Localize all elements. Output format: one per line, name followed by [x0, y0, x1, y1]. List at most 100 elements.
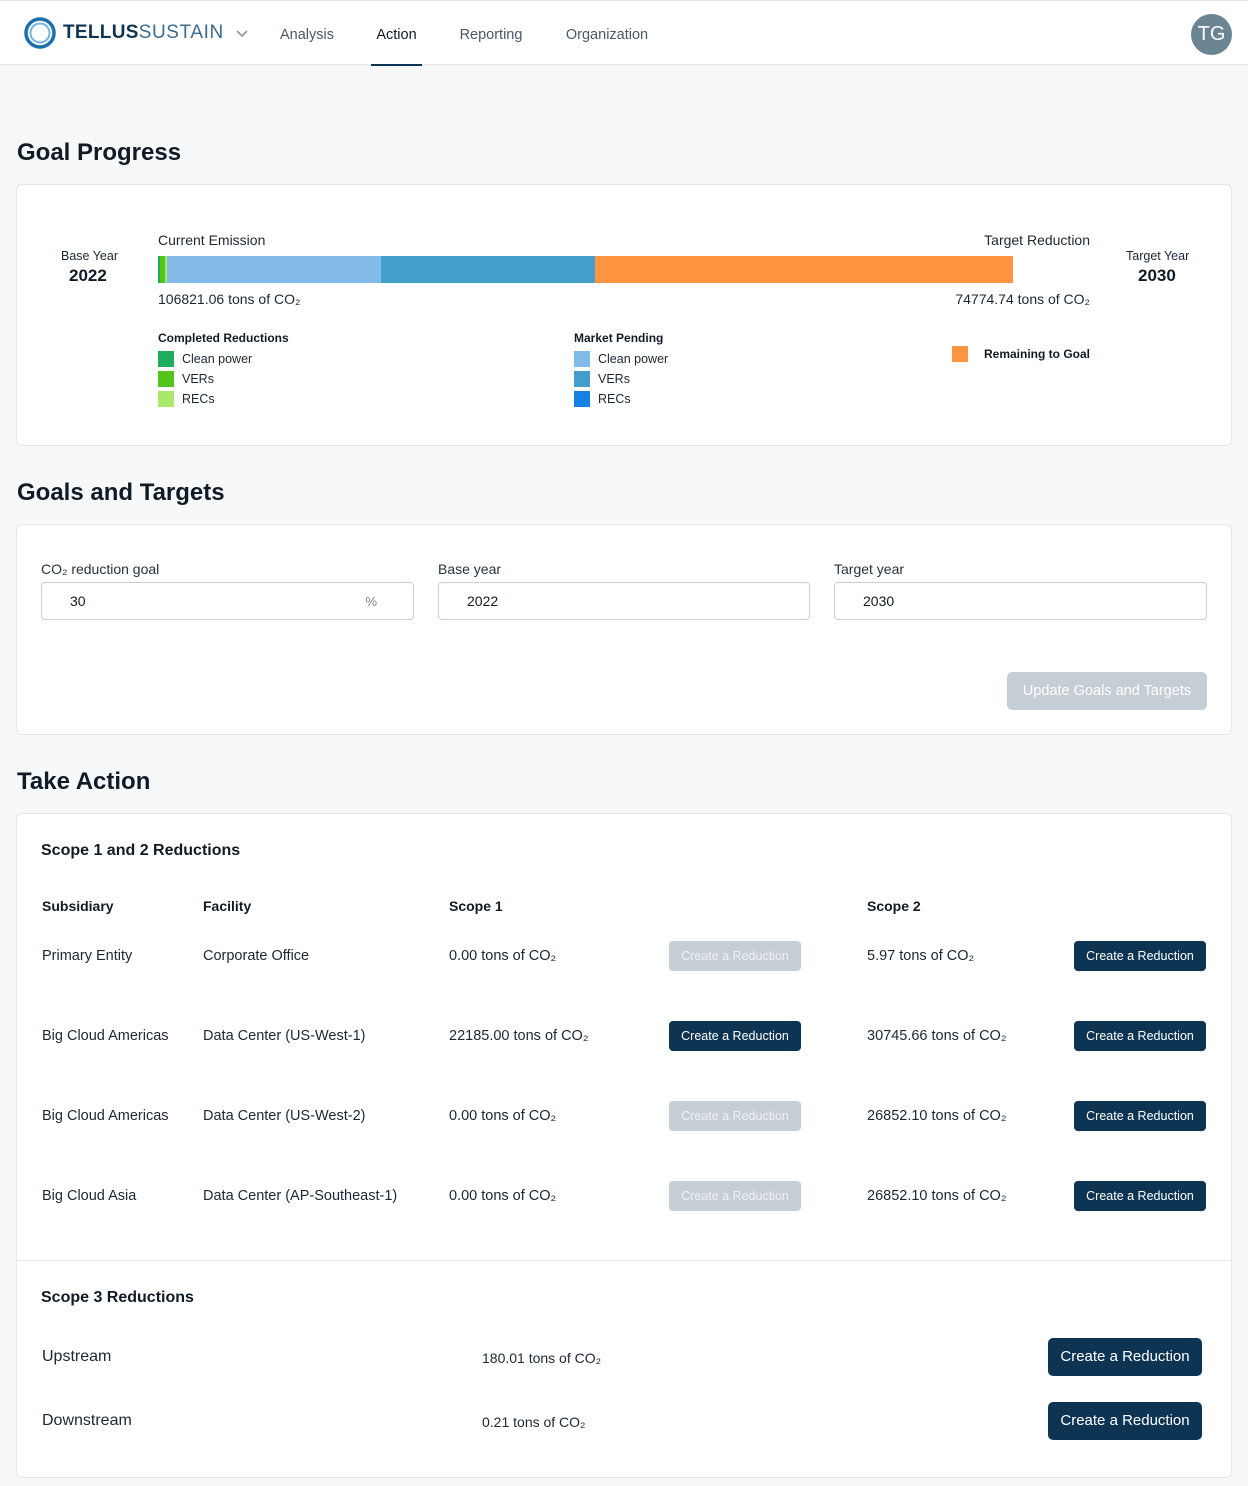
legend-item: RECs: [158, 389, 289, 409]
logo-text-light: SUSTAIN: [138, 22, 224, 43]
swatch: [574, 391, 590, 407]
legend-item-label: Clean power: [182, 352, 253, 366]
tab-action[interactable]: Action: [371, 1, 422, 66]
create-reduction-scope1-button[interactable]: Create a Reduction: [669, 1181, 801, 1211]
create-reduction-scope1-button[interactable]: Create a Reduction: [669, 1021, 801, 1051]
column-facility: Facility: [203, 898, 252, 914]
row-facility: Data Center (US-West-1): [203, 1028, 366, 1044]
top-navigation: TELLUS SUSTAIN Analysis Action Reporting…: [0, 0, 1248, 66]
create-reduction-scope1-button[interactable]: Create a Reduction: [669, 1101, 801, 1131]
user-avatar[interactable]: TG: [1191, 14, 1232, 55]
progress-segment: [165, 256, 167, 283]
table-row: Primary Entity Corporate Office 0.00 ton…: [17, 941, 1231, 971]
legend-item-label: RECs: [598, 392, 631, 406]
legend-pending: Market Pending Clean power VERs RECs: [574, 331, 668, 409]
row-scope2-value: 5.97 tons of CO₂: [867, 948, 975, 964]
base-year-value: 2022: [69, 266, 107, 285]
goal-progress-title: Goal Progress: [17, 139, 182, 166]
tab-analysis[interactable]: Analysis: [280, 27, 334, 43]
scope3-title: Scope 3 Reductions: [41, 1289, 194, 1306]
swatch: [158, 391, 174, 407]
current-emission-label: Current Emission: [158, 232, 266, 248]
update-goals-button[interactable]: Update Goals and Targets: [1007, 672, 1207, 710]
scope3-value: 180.01 tons of CO₂: [482, 1350, 602, 1366]
create-reduction-scope2-button[interactable]: Create a Reduction: [1074, 1021, 1206, 1051]
take-action-card: Scope 1 and 2 Reductions Subsidiary Faci…: [16, 813, 1232, 1478]
scope3-row-upstream: Upstream 180.01 tons of CO₂ Create a Red…: [17, 1338, 1231, 1376]
legend-item-label: VERs: [598, 372, 630, 386]
tab-reporting[interactable]: Reporting: [459, 27, 523, 43]
column-scope2: Scope 2: [867, 898, 921, 914]
row-scope2-value: 26852.10 tons of CO₂: [867, 1188, 1007, 1204]
tab-organization[interactable]: Organization: [565, 27, 649, 43]
legend-item: RECs: [574, 389, 668, 409]
progress-segment: [381, 256, 595, 283]
target-year-field-label: Target year: [834, 561, 905, 577]
target-year-field-value: 2030: [863, 593, 895, 609]
legend-item-label: Clean power: [598, 352, 669, 366]
percent-suffix: %: [365, 594, 377, 609]
create-reduction-scope2-button[interactable]: Create a Reduction: [1074, 941, 1206, 971]
row-scope1-value: 0.00 tons of CO₂: [449, 1108, 557, 1124]
legend-item: VERs: [158, 369, 289, 389]
chevron-down-icon[interactable]: [232, 23, 252, 43]
scope3-value: 0.21 tons of CO₂: [482, 1414, 586, 1430]
create-reduction-scope2-button[interactable]: Create a Reduction: [1074, 1101, 1206, 1131]
logo-text-bold: TELLUS: [63, 22, 139, 43]
section-divider: [17, 1260, 1231, 1261]
take-action-title: Take Action: [17, 768, 151, 795]
tellus-logo[interactable]: TELLUS SUSTAIN: [24, 16, 224, 50]
row-subsidiary: Big Cloud Americas: [42, 1028, 169, 1044]
base-year-input[interactable]: 2022: [438, 582, 810, 620]
row-subsidiary: Big Cloud Asia: [42, 1188, 137, 1204]
row-facility: Data Center (US-West-2): [203, 1108, 366, 1124]
swatch: [951, 346, 968, 362]
row-scope2-value: 30745.66 tons of CO₂: [867, 1028, 1007, 1044]
scope12-title: Scope 1 and 2 Reductions: [41, 842, 241, 859]
target-reduction-value: 74774.74 tons of CO₂: [955, 291, 1090, 307]
reduction-goal-value: 30: [70, 593, 86, 609]
create-reduction-scope1-button[interactable]: Create a Reduction: [669, 941, 801, 971]
legend-completed-title: Completed Reductions: [158, 331, 289, 345]
logo-ring-icon: [24, 17, 56, 49]
row-subsidiary: Big Cloud Americas: [42, 1108, 169, 1124]
target-year-label: Target Year: [1126, 249, 1190, 263]
table-row: Big Cloud Asia Data Center (AP-Southeast…: [17, 1181, 1231, 1211]
create-reduction-upstream-button[interactable]: Create a Reduction: [1048, 1338, 1202, 1376]
current-emission-value: 106821.06 tons of CO₂: [158, 291, 301, 307]
row-facility: Corporate Office: [203, 948, 310, 964]
base-year-label: Base Year: [61, 249, 118, 263]
target-reduction-label: Target Reduction: [984, 232, 1090, 248]
target-year-value: 2030: [1138, 266, 1176, 285]
legend-remaining: Remaining to Goal: [951, 344, 1090, 364]
legend-remaining-label: Remaining to Goal: [983, 347, 1090, 361]
legend-item: Clean power: [158, 349, 289, 369]
legend-item: VERs: [574, 369, 668, 389]
base-year-field-label: Base year: [438, 561, 502, 577]
scope3-name: Upstream: [42, 1348, 112, 1365]
swatch: [574, 351, 590, 367]
row-scope1-value: 0.00 tons of CO₂: [449, 948, 557, 964]
create-reduction-scope2-button[interactable]: Create a Reduction: [1074, 1181, 1206, 1211]
column-scope1: Scope 1: [449, 898, 503, 914]
legend-item-label: VERs: [182, 372, 214, 386]
reduction-goal-label: CO₂ reduction goal: [41, 561, 160, 577]
row-scope1-value: 0.00 tons of CO₂: [449, 1188, 557, 1204]
legend-item-label: RECs: [182, 392, 215, 406]
table-row: Big Cloud Americas Data Center (US-West-…: [17, 1021, 1231, 1051]
target-year-input[interactable]: 2030: [834, 582, 1207, 620]
legend-completed: Completed Reductions Clean power VERs RE…: [158, 331, 289, 409]
swatch: [158, 351, 174, 367]
reduction-goal-input[interactable]: 30 %: [41, 582, 414, 620]
swatch: [574, 371, 590, 387]
goals-targets-card: CO₂ reduction goal 30 % Base year 2022 T…: [16, 524, 1232, 735]
legend-item: Clean power: [574, 349, 668, 369]
progress-segment: [160, 256, 165, 283]
swatch: [158, 371, 174, 387]
column-subsidiary: Subsidiary: [42, 898, 114, 914]
progress-segment: [158, 256, 160, 283]
create-reduction-downstream-button[interactable]: Create a Reduction: [1048, 1402, 1202, 1440]
progress-segment: [595, 256, 1013, 283]
row-scope1-value: 22185.00 tons of CO₂: [449, 1028, 589, 1044]
scope3-name: Downstream: [42, 1412, 132, 1429]
